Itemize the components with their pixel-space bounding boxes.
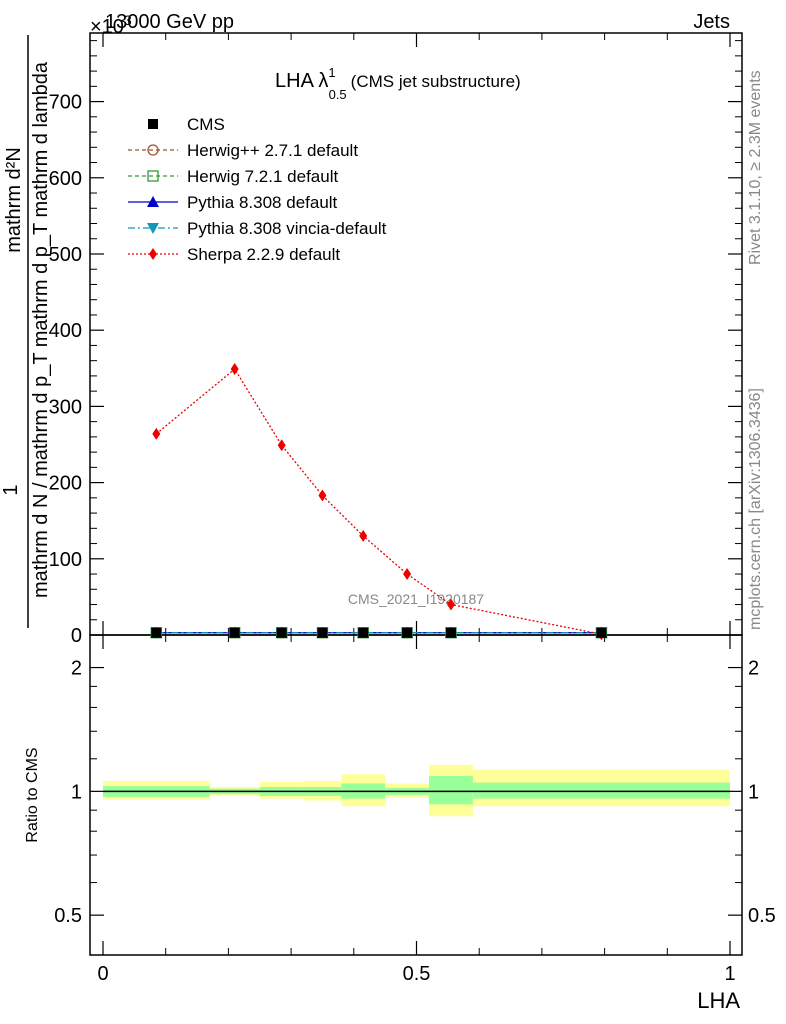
watermark: CMS_2021_I1920187 bbox=[348, 591, 484, 607]
series-line bbox=[155, 368, 602, 635]
legend-label: Herwig++ 2.7.1 default bbox=[187, 141, 358, 160]
data-point bbox=[402, 627, 413, 638]
ratio-bands bbox=[103, 764, 730, 817]
data-point bbox=[318, 489, 327, 502]
data-point bbox=[151, 627, 162, 638]
x-tick-label: 1 bbox=[724, 963, 735, 985]
y-axis-label-num: 1 bbox=[0, 484, 22, 495]
energy-label: 13000 GeV pp bbox=[105, 11, 234, 33]
legend-label: Herwig 7.2.1 default bbox=[187, 167, 338, 186]
data-point bbox=[317, 627, 328, 638]
legend-marker bbox=[147, 223, 159, 234]
ratio-band-inner bbox=[429, 775, 473, 805]
legend-label: CMS bbox=[187, 115, 225, 134]
ratio-y-ticks: 0.5 0.5 1 1 2 2 bbox=[54, 658, 776, 928]
data-point bbox=[596, 627, 607, 638]
y-tick-label: 300 bbox=[49, 396, 82, 418]
y-tick-label: 0 bbox=[71, 625, 82, 647]
rivet-label: Rivet 3.1.10, ≥ 2.3M events bbox=[747, 70, 764, 265]
ratio-tick-label: 2 bbox=[71, 658, 82, 680]
series-lines bbox=[155, 368, 602, 635]
legend-marker bbox=[147, 196, 159, 207]
legend: CMS Herwig++ 2.7.1 default Herwig 7.2.1 de… bbox=[128, 115, 387, 264]
legend-marker bbox=[149, 248, 157, 260]
data-point bbox=[445, 627, 456, 638]
y-tick-label: 600 bbox=[49, 168, 82, 190]
chart-title: LHA λ1 0.5(CMS jet substructure) bbox=[275, 65, 521, 102]
y-axis-label: 1 mathrm d²N mathrm d N / mathrm d p_T m… bbox=[0, 35, 52, 628]
data-point bbox=[403, 568, 412, 581]
y-tick-label: 400 bbox=[49, 320, 82, 342]
y-axis-label-den: mathrm d N / mathrm d p_T mathrm d p_T m… bbox=[30, 61, 52, 598]
data-point bbox=[229, 627, 240, 638]
x-ticks: 0 0.5 1 bbox=[97, 33, 736, 985]
data-point bbox=[358, 627, 369, 638]
x-tick-label: 0.5 bbox=[403, 963, 431, 985]
legend-label: Pythia 8.308 default bbox=[187, 193, 338, 212]
ratio-tick-label: 1 bbox=[71, 781, 82, 803]
ratio-tick-label: 0.5 bbox=[54, 905, 82, 927]
mcplots-label: mcplots.cern.ch [arXiv:1306.3436] bbox=[747, 388, 764, 630]
series-points bbox=[150, 363, 608, 641]
y-axis-label-top: mathrm d²N bbox=[3, 147, 25, 253]
legend-marker bbox=[147, 170, 159, 182]
data-point bbox=[277, 439, 286, 452]
legend-label: Pythia 8.308 vincia-default bbox=[187, 219, 387, 238]
data-point bbox=[276, 627, 287, 638]
data-point bbox=[152, 427, 161, 440]
data-point bbox=[230, 363, 239, 376]
data-point bbox=[446, 598, 455, 611]
ratio-tick-label-right: 0.5 bbox=[748, 905, 776, 927]
ratio-tick-label-right: 1 bbox=[748, 781, 759, 803]
exponent-sup: 3 bbox=[124, 12, 132, 28]
ratio-y-axis-label: Ratio to CMS bbox=[24, 747, 41, 842]
legend-marker bbox=[147, 144, 159, 156]
x-axis-label: LHA bbox=[697, 988, 740, 1013]
y-tick-label: 700 bbox=[49, 92, 82, 114]
x-tick-label: 0 bbox=[97, 963, 108, 985]
legend-marker bbox=[148, 119, 158, 129]
y-tick-label: 100 bbox=[49, 549, 82, 571]
process-label: Jets bbox=[693, 11, 730, 33]
y-tick-label: 200 bbox=[49, 473, 82, 495]
main-y-ticks: 0 100 200 300 400 500 600 700 bbox=[49, 40, 742, 647]
ratio-tick-label-right: 2 bbox=[748, 658, 759, 680]
y-tick-label: 500 bbox=[49, 244, 82, 266]
legend-label: Sherpa 2.2.9 default bbox=[187, 245, 340, 264]
data-point bbox=[359, 529, 368, 542]
